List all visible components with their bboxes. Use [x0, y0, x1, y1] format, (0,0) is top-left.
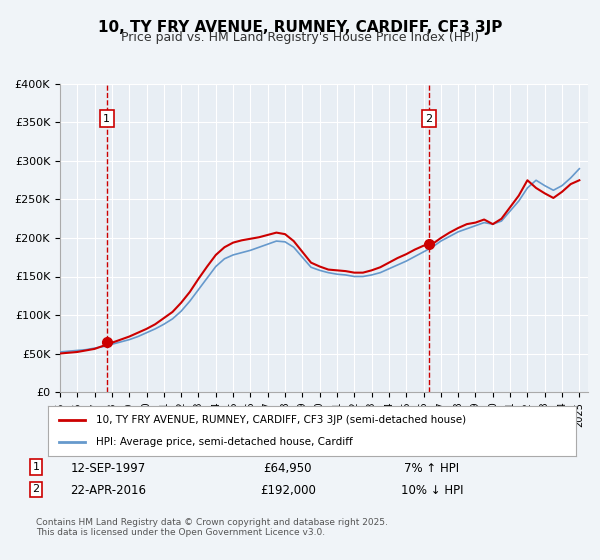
Text: 10, TY FRY AVENUE, RUMNEY, CARDIFF, CF3 3JP (semi-detached house): 10, TY FRY AVENUE, RUMNEY, CARDIFF, CF3 … [95, 415, 466, 425]
Text: 22-APR-2016: 22-APR-2016 [70, 484, 146, 497]
Text: Price paid vs. HM Land Registry's House Price Index (HPI): Price paid vs. HM Land Registry's House … [121, 31, 479, 44]
Text: 2: 2 [425, 114, 432, 124]
Text: 10% ↓ HPI: 10% ↓ HPI [401, 484, 463, 497]
Text: 10, TY FRY AVENUE, RUMNEY, CARDIFF, CF3 3JP: 10, TY FRY AVENUE, RUMNEY, CARDIFF, CF3 … [98, 20, 502, 35]
Text: 2: 2 [32, 484, 40, 494]
Text: Contains HM Land Registry data © Crown copyright and database right 2025.
This d: Contains HM Land Registry data © Crown c… [36, 518, 388, 538]
Text: 1: 1 [32, 462, 40, 472]
Text: HPI: Average price, semi-detached house, Cardiff: HPI: Average price, semi-detached house,… [95, 437, 352, 447]
Text: 7% ↑ HPI: 7% ↑ HPI [404, 462, 460, 475]
Text: 12-SEP-1997: 12-SEP-1997 [70, 462, 146, 475]
Text: £64,950: £64,950 [264, 462, 312, 475]
Text: £192,000: £192,000 [260, 484, 316, 497]
Text: 1: 1 [103, 114, 110, 124]
